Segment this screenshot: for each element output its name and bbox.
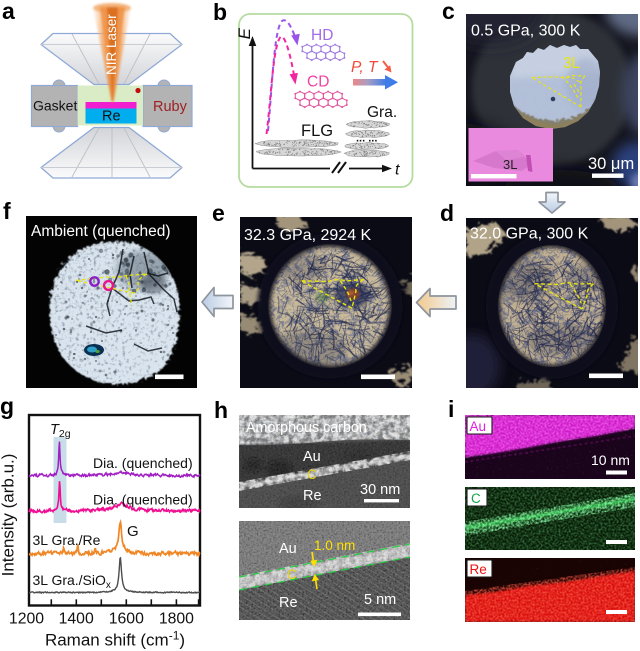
svg-text:30 nm: 30 nm — [360, 482, 400, 498]
svg-text:b: b — [213, 0, 227, 25]
svg-text:Raman shift (cm-1): Raman shift (cm-1) — [45, 629, 185, 650]
svg-text:C: C — [287, 567, 297, 582]
svg-text:a: a — [2, 0, 15, 24]
svg-text:3L: 3L — [503, 157, 517, 172]
svg-text:1400: 1400 — [59, 611, 94, 628]
svg-text:0.5 GPa, 300 K: 0.5 GPa, 300 K — [471, 23, 581, 40]
svg-text:Gasket: Gasket — [33, 98, 77, 114]
svg-text:32.0 GPa, 300 K: 32.0 GPa, 300 K — [470, 226, 589, 243]
svg-text:c: c — [442, 0, 455, 24]
svg-text:Ambient (quenched): Ambient (quenched) — [31, 223, 171, 240]
svg-text:C: C — [307, 467, 317, 482]
svg-text:T2g: T2g — [50, 422, 71, 440]
svg-text:Au: Au — [470, 419, 487, 434]
svg-text:Au: Au — [303, 449, 321, 465]
svg-text:f: f — [3, 198, 11, 224]
svg-text:E: E — [235, 27, 254, 39]
svg-text:C: C — [471, 491, 481, 506]
svg-text:5 nm: 5 nm — [364, 592, 396, 608]
svg-text:1800: 1800 — [159, 611, 194, 628]
svg-text:Dia. (quenched): Dia. (quenched) — [93, 492, 193, 508]
svg-text:e: e — [212, 200, 225, 226]
svg-text:Re: Re — [470, 562, 487, 577]
svg-text:1600: 1600 — [109, 611, 144, 628]
svg-text:HD: HD — [311, 27, 333, 44]
svg-text:1.0 nm: 1.0 nm — [314, 538, 355, 553]
svg-text:3L Gra./Re: 3L Gra./Re — [33, 532, 101, 548]
svg-text:Re: Re — [102, 109, 121, 125]
svg-text:3L Gra./SiOx: 3L Gra./SiOx — [33, 572, 111, 591]
svg-text:Re: Re — [279, 595, 298, 611]
svg-text:... ...: ... ... — [356, 133, 377, 145]
svg-text:1200: 1200 — [9, 611, 44, 628]
svg-text:d: d — [440, 200, 454, 226]
svg-text:Re: Re — [303, 488, 322, 504]
svg-text:P, T: P, T — [351, 59, 379, 76]
svg-text:32.3 GPa, 2924 K: 32.3 GPa, 2924 K — [244, 227, 372, 244]
svg-text:10 nm: 10 nm — [591, 452, 630, 468]
svg-text:G: G — [127, 523, 139, 540]
svg-text:Intensity (arb.u.): Intensity (arb.u.) — [0, 454, 18, 577]
svg-text:Ruby: Ruby — [153, 99, 188, 115]
svg-text:3L: 3L — [563, 55, 581, 72]
svg-text:t: t — [395, 162, 400, 179]
svg-text:g: g — [0, 393, 14, 419]
svg-text:Dia. (quenched): Dia. (quenched) — [93, 455, 193, 471]
svg-text:Au: Au — [279, 541, 297, 557]
svg-text:Amorphous carbon: Amorphous carbon — [246, 420, 367, 436]
svg-text:NIR Laser: NIR Laser — [104, 14, 119, 75]
svg-text:30 μm: 30 μm — [588, 155, 634, 173]
svg-text:h: h — [214, 397, 228, 423]
svg-text:i: i — [448, 396, 454, 422]
svg-text:Gra.: Gra. — [367, 104, 397, 121]
svg-text:FLG: FLG — [301, 122, 333, 140]
svg-text:CD: CD — [307, 74, 329, 91]
